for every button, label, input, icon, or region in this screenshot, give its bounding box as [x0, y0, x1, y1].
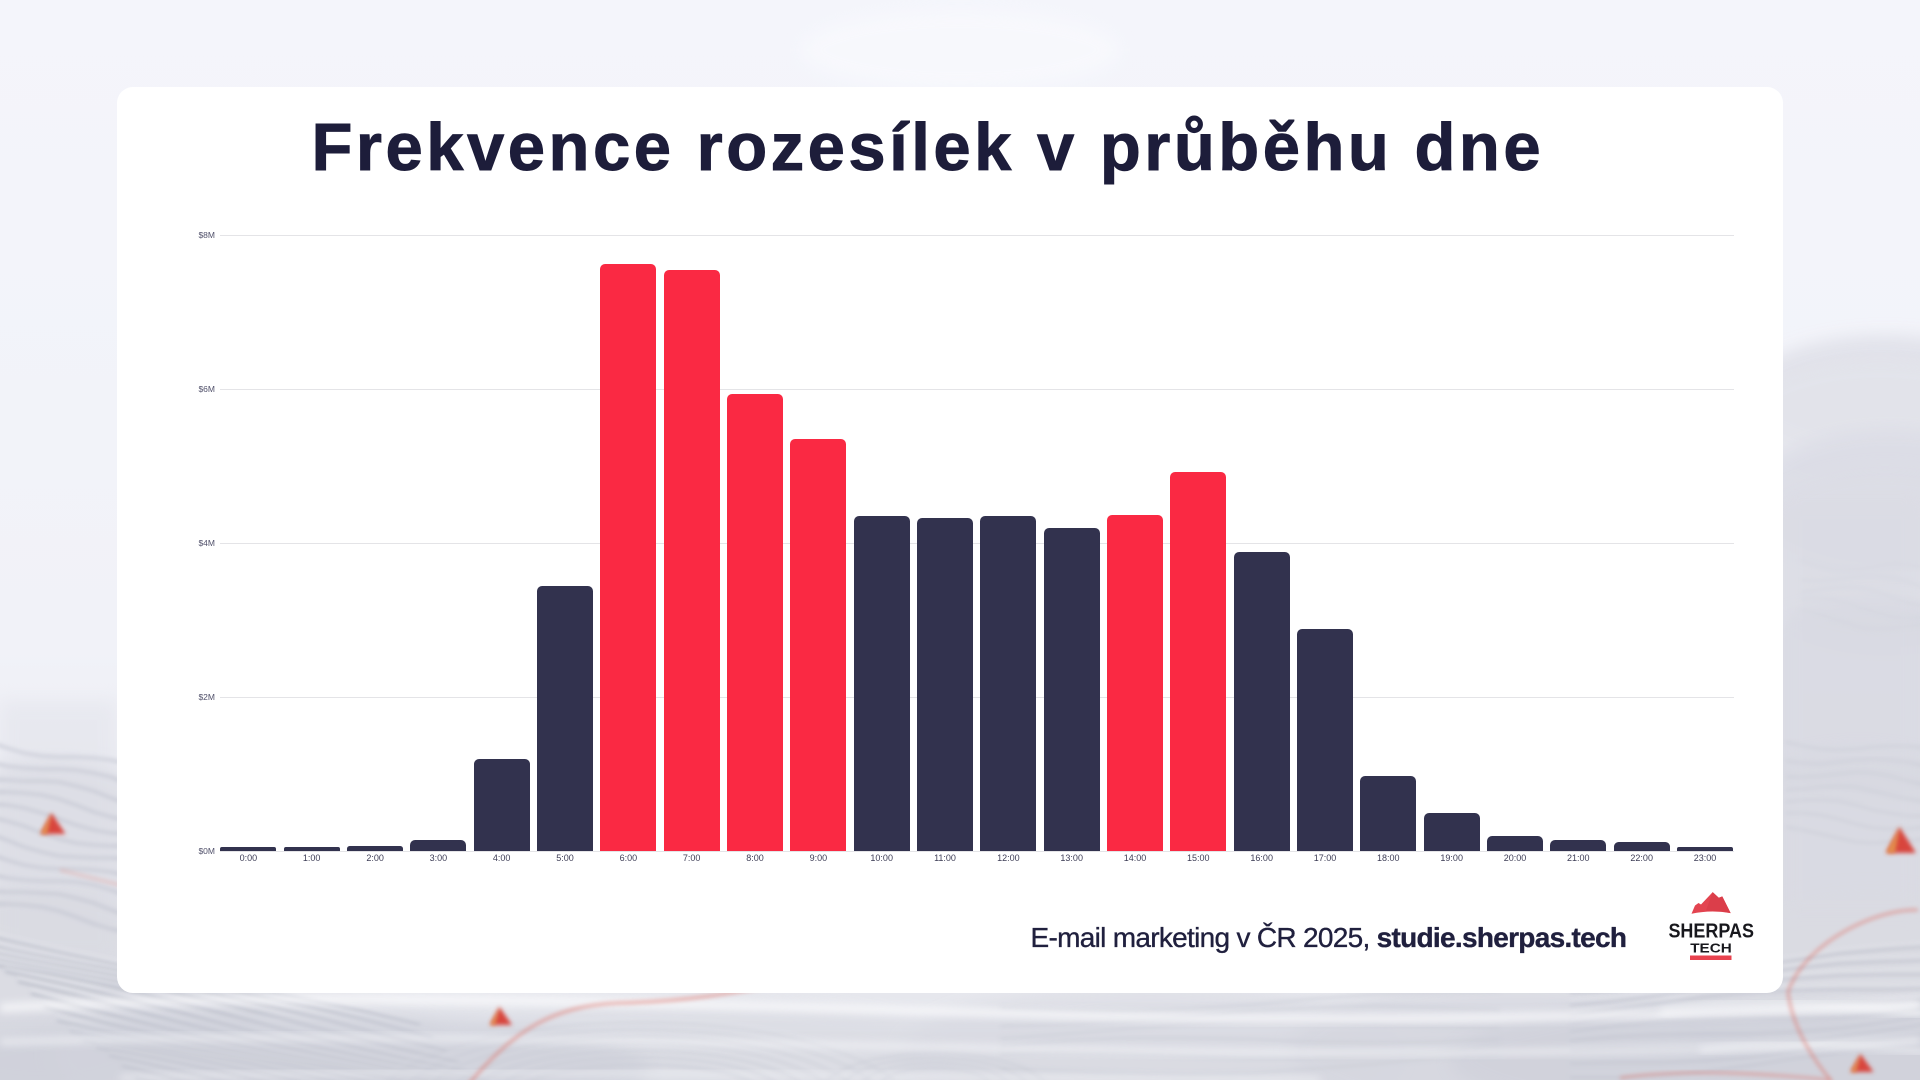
svg-text:SHERPAS: SHERPAS	[1668, 920, 1754, 942]
svg-text:TECH: TECH	[1690, 941, 1732, 956]
